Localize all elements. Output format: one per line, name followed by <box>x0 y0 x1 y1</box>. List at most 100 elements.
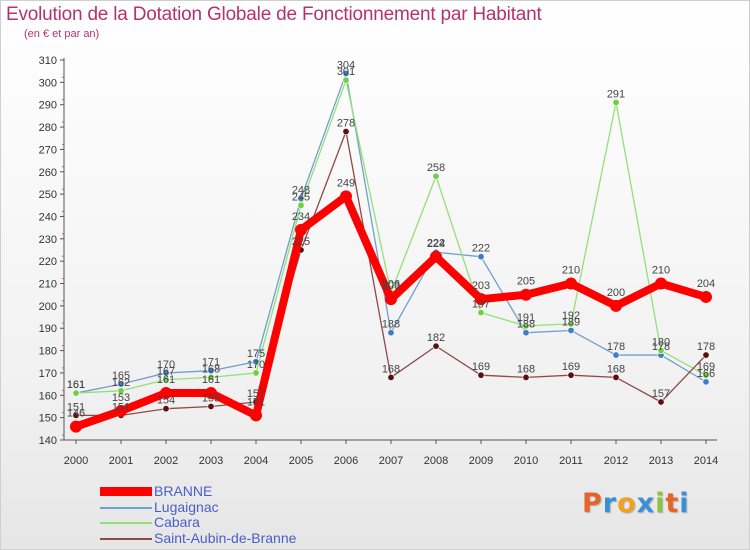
data-label-branne: 146 <box>67 408 85 420</box>
data-point-saint-aubin-de-branne <box>432 342 440 350</box>
data-label-lugaignac: 161 <box>67 379 85 391</box>
data-point-branne <box>70 420 82 433</box>
x-tick-label: 2007 <box>379 455 403 467</box>
x-tick-label: 2008 <box>424 455 448 467</box>
data-label-branne: 200 <box>607 287 625 299</box>
data-label-saint-aubin-de-branne: 157 <box>247 388 265 400</box>
data-label-saint-aubin-de-branne: 154 <box>157 395 175 407</box>
line-chart: 140 150 160 170 180 190 200 210 220 230 240 250 260 2… <box>39 55 719 467</box>
data-point-cabara <box>612 98 620 106</box>
data-point-branne <box>205 387 217 400</box>
data-label-lugaignac: 165 <box>112 370 130 382</box>
data-point-branne <box>295 223 307 236</box>
data-point-saint-aubin-de-branne <box>342 128 350 136</box>
x-tick-label: 2013 <box>649 455 673 467</box>
data-label-cabara: 170 <box>247 359 265 371</box>
data-label-lugaignac: 248 <box>292 185 310 197</box>
y-tick-label: 280 <box>39 122 57 134</box>
data-point-lugaignac <box>612 351 620 359</box>
data-label-branne: 234 <box>292 211 310 223</box>
data-label-saint-aubin-de-branne: 157 <box>652 388 670 400</box>
y-tick-label: 310 <box>39 55 57 67</box>
data-label-saint-aubin-de-branne: 278 <box>337 118 355 130</box>
y-tick-label: 290 <box>39 100 57 112</box>
x-tick-label: 2002 <box>154 455 178 467</box>
x-tick-label: 2001 <box>109 455 133 467</box>
data-label-branne: 203 <box>382 280 400 292</box>
data-label-saint-aubin-de-branne: 151 <box>67 401 85 413</box>
legend-swatch <box>100 522 152 524</box>
legend-swatch <box>100 537 152 540</box>
data-point-lugaignac <box>207 367 215 375</box>
y-tick-label: 190 <box>39 323 57 335</box>
data-label-lugaignac: 188 <box>382 319 400 331</box>
data-label-lugaignac: 166 <box>697 368 715 380</box>
data-label-cabara: 191 <box>517 312 535 324</box>
y-tick-label: 230 <box>39 234 57 246</box>
data-point-cabara <box>522 322 530 330</box>
data-point-branne <box>115 404 127 417</box>
data-point-branne <box>655 277 667 290</box>
data-label-branne: 153 <box>112 392 130 404</box>
data-point-branne <box>430 250 442 263</box>
y-tick-label: 300 <box>39 77 57 89</box>
y-tick-label: 220 <box>39 256 57 268</box>
data-point-branne <box>475 293 487 306</box>
proxiti-logo: Proxiti <box>582 488 690 519</box>
y-tick-label: 250 <box>39 189 57 201</box>
x-tick-label: 2006 <box>334 455 358 467</box>
data-point-lugaignac <box>477 253 485 261</box>
legend-label: Saint-Aubin-de-Branne <box>154 529 297 546</box>
logo-letter: r <box>602 488 618 519</box>
y-tick-label: 200 <box>39 301 57 313</box>
data-label-cabara: 258 <box>427 162 445 174</box>
legend-swatch <box>100 506 152 509</box>
data-label-cabara: 180 <box>652 337 670 349</box>
logo-letter: x <box>636 488 656 519</box>
y-tick-label: 180 <box>39 346 57 358</box>
data-label-branne: 210 <box>562 265 580 277</box>
legend-label: Lugaignac <box>154 498 219 515</box>
data-point-cabara <box>657 347 665 355</box>
data-point-lugaignac <box>387 329 395 337</box>
y-tick-label: 270 <box>39 144 57 156</box>
data-point-cabara <box>252 369 260 377</box>
x-tick-label: 2004 <box>244 455 268 467</box>
data-label-cabara: 162 <box>112 377 130 389</box>
data-label-branne: 222 <box>427 238 445 250</box>
data-label-branne: 203 <box>472 280 490 292</box>
logo-letter: i <box>679 488 690 519</box>
data-point-lugaignac <box>117 380 125 388</box>
data-label-lugaignac: 189 <box>562 316 580 328</box>
data-label-lugaignac: 178 <box>652 341 670 353</box>
data-label-cabara: 291 <box>607 88 625 100</box>
data-point-branne <box>340 190 352 203</box>
data-label-saint-aubin-de-branne: 169 <box>562 361 580 373</box>
data-label-cabara: 167 <box>157 366 175 378</box>
data-label-lugaignac: 175 <box>247 348 265 360</box>
data-label-branne: 161 <box>202 374 220 386</box>
data-point-branne <box>610 299 622 312</box>
data-label-branne: 210 <box>652 265 670 277</box>
data-label-branne: 205 <box>517 276 535 288</box>
x-tick-label: 2003 <box>199 455 223 467</box>
x-tick-label: 2011 <box>559 455 583 467</box>
data-point-saint-aubin-de-branne <box>207 402 215 410</box>
data-point-cabara <box>207 373 215 381</box>
data-point-branne <box>160 387 172 400</box>
data-point-saint-aubin-de-branne <box>72 411 80 419</box>
data-point-saint-aubin-de-branne <box>162 405 170 413</box>
data-label-saint-aubin-de-branne: 182 <box>427 332 445 344</box>
data-point-saint-aubin-de-branne <box>522 373 530 381</box>
data-label-saint-aubin-de-branne: 178 <box>697 341 715 353</box>
legend-label: Cabara <box>154 514 200 530</box>
logo-letter: o <box>617 488 637 519</box>
data-label-branne: 204 <box>697 278 715 290</box>
y-tick-label: 150 <box>39 413 57 425</box>
data-label-saint-aubin-de-branne: 169 <box>472 361 490 373</box>
y-tick-label: 170 <box>39 368 57 380</box>
data-label-lugaignac: 222 <box>472 243 490 255</box>
data-label-lugaignac: 188 <box>517 319 535 331</box>
data-point-branne <box>385 293 397 306</box>
